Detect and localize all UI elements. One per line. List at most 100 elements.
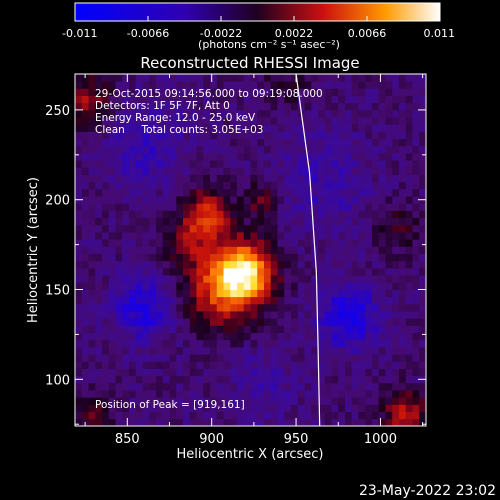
heatmap-cell <box>365 296 373 305</box>
heatmap-cell <box>257 404 265 413</box>
heatmap-cell <box>142 289 150 298</box>
heatmap-cell <box>108 239 116 247</box>
heatmap-cell <box>169 354 177 362</box>
heatmap-cell <box>399 181 407 190</box>
heatmap-cell <box>345 390 353 398</box>
heatmap-cell <box>372 354 380 362</box>
heatmap-cell <box>102 224 110 233</box>
heatmap-cell <box>297 167 305 175</box>
heatmap-cell <box>358 404 366 413</box>
heatmap-cell <box>176 375 184 384</box>
heatmap-cell <box>237 81 245 89</box>
heatmap-cell <box>291 404 299 413</box>
heatmap-cell <box>419 124 426 132</box>
heatmap-cell <box>284 232 292 240</box>
heatmap-cell <box>95 361 103 369</box>
heatmap-cell <box>203 382 211 391</box>
heatmap-cell <box>156 138 164 147</box>
heatmap-cell <box>203 289 211 298</box>
heatmap-cell <box>81 131 89 140</box>
heatmap-cell <box>385 282 393 290</box>
heatmap-cell <box>189 418 197 426</box>
heatmap-cell <box>372 325 380 334</box>
heatmap-cell <box>277 354 285 362</box>
heatmap-cell <box>297 418 305 426</box>
heatmap-cell <box>385 390 393 398</box>
heatmap-cell <box>324 282 332 290</box>
heatmap-cell <box>297 303 305 312</box>
heatmap-cell <box>115 102 123 111</box>
heatmap-cell <box>351 160 359 168</box>
heatmap-cell <box>102 109 110 118</box>
heatmap-cell <box>149 196 157 204</box>
heatmap-cell <box>122 74 130 82</box>
heatmap-cell <box>412 346 420 355</box>
heatmap-cell <box>331 246 339 254</box>
heatmap-cell <box>372 282 380 290</box>
heatmap-cell <box>216 418 224 426</box>
heatmap-cell <box>230 289 238 298</box>
heatmap-cell <box>304 267 312 276</box>
heatmap-cell <box>365 346 373 355</box>
heatmap-cell <box>338 282 346 290</box>
heatmap-cell <box>223 253 231 262</box>
heatmap-cell <box>81 239 89 247</box>
heatmap-cell <box>189 390 197 398</box>
heatmap-cell <box>102 203 110 211</box>
heatmap-cell <box>216 253 224 262</box>
heatmap-cell <box>324 74 332 82</box>
heatmap-cell <box>176 311 184 319</box>
heatmap-cell <box>203 303 211 312</box>
heatmap-cell <box>372 418 380 426</box>
heatmap-cell <box>88 239 96 247</box>
heatmap-cell <box>210 131 218 140</box>
heatmap-cell <box>250 160 258 168</box>
heatmap-cell <box>176 303 184 312</box>
heatmap-cell <box>149 203 157 211</box>
heatmap-cell <box>75 174 83 183</box>
heatmap-cell <box>135 138 143 147</box>
heatmap-cell <box>250 361 258 369</box>
heatmap-cell <box>324 167 332 175</box>
heatmap-cell <box>351 346 359 355</box>
heatmap-cell <box>203 339 211 348</box>
heatmap-cell <box>115 253 123 262</box>
heatmap-cell <box>176 153 184 161</box>
heatmap-cell <box>392 210 400 219</box>
heatmap-cell <box>223 196 231 204</box>
heatmap-cell <box>264 210 272 219</box>
heatmap-cell <box>311 196 319 204</box>
heatmap-cell <box>216 318 224 326</box>
heatmap-cell <box>162 332 170 341</box>
heatmap-cell <box>270 332 278 341</box>
heatmap-cell <box>149 390 157 398</box>
heatmap-cell <box>331 296 339 305</box>
heatmap-cell <box>115 232 123 240</box>
heatmap-cell <box>176 382 184 391</box>
heatmap-cell <box>257 260 265 269</box>
heatmap-cell <box>243 253 251 262</box>
heatmap-cell <box>108 275 116 283</box>
heatmap-cell <box>142 296 150 305</box>
heatmap-cell <box>277 210 285 219</box>
heatmap-cell <box>149 188 157 197</box>
heatmap-cell <box>338 210 346 219</box>
heatmap-cell <box>385 397 393 405</box>
heatmap-cell <box>270 390 278 398</box>
heatmap-cell <box>378 239 386 247</box>
heatmap-cell <box>108 253 116 262</box>
heatmap-cell <box>176 325 184 334</box>
heatmap-cell <box>210 332 218 341</box>
heatmap-cell <box>345 131 353 140</box>
heatmap-cell <box>351 88 359 96</box>
heatmap-cell <box>149 217 157 226</box>
heatmap-cell <box>358 74 366 82</box>
heatmap-cell <box>115 368 123 377</box>
heatmap-cell <box>277 102 285 111</box>
heatmap-cell <box>311 109 319 118</box>
heatmap-cell <box>115 74 123 82</box>
heatmap-cell <box>230 332 238 341</box>
heatmap-cell <box>243 318 251 326</box>
heatmap-cell <box>237 361 245 369</box>
heatmap-cell <box>304 88 312 96</box>
